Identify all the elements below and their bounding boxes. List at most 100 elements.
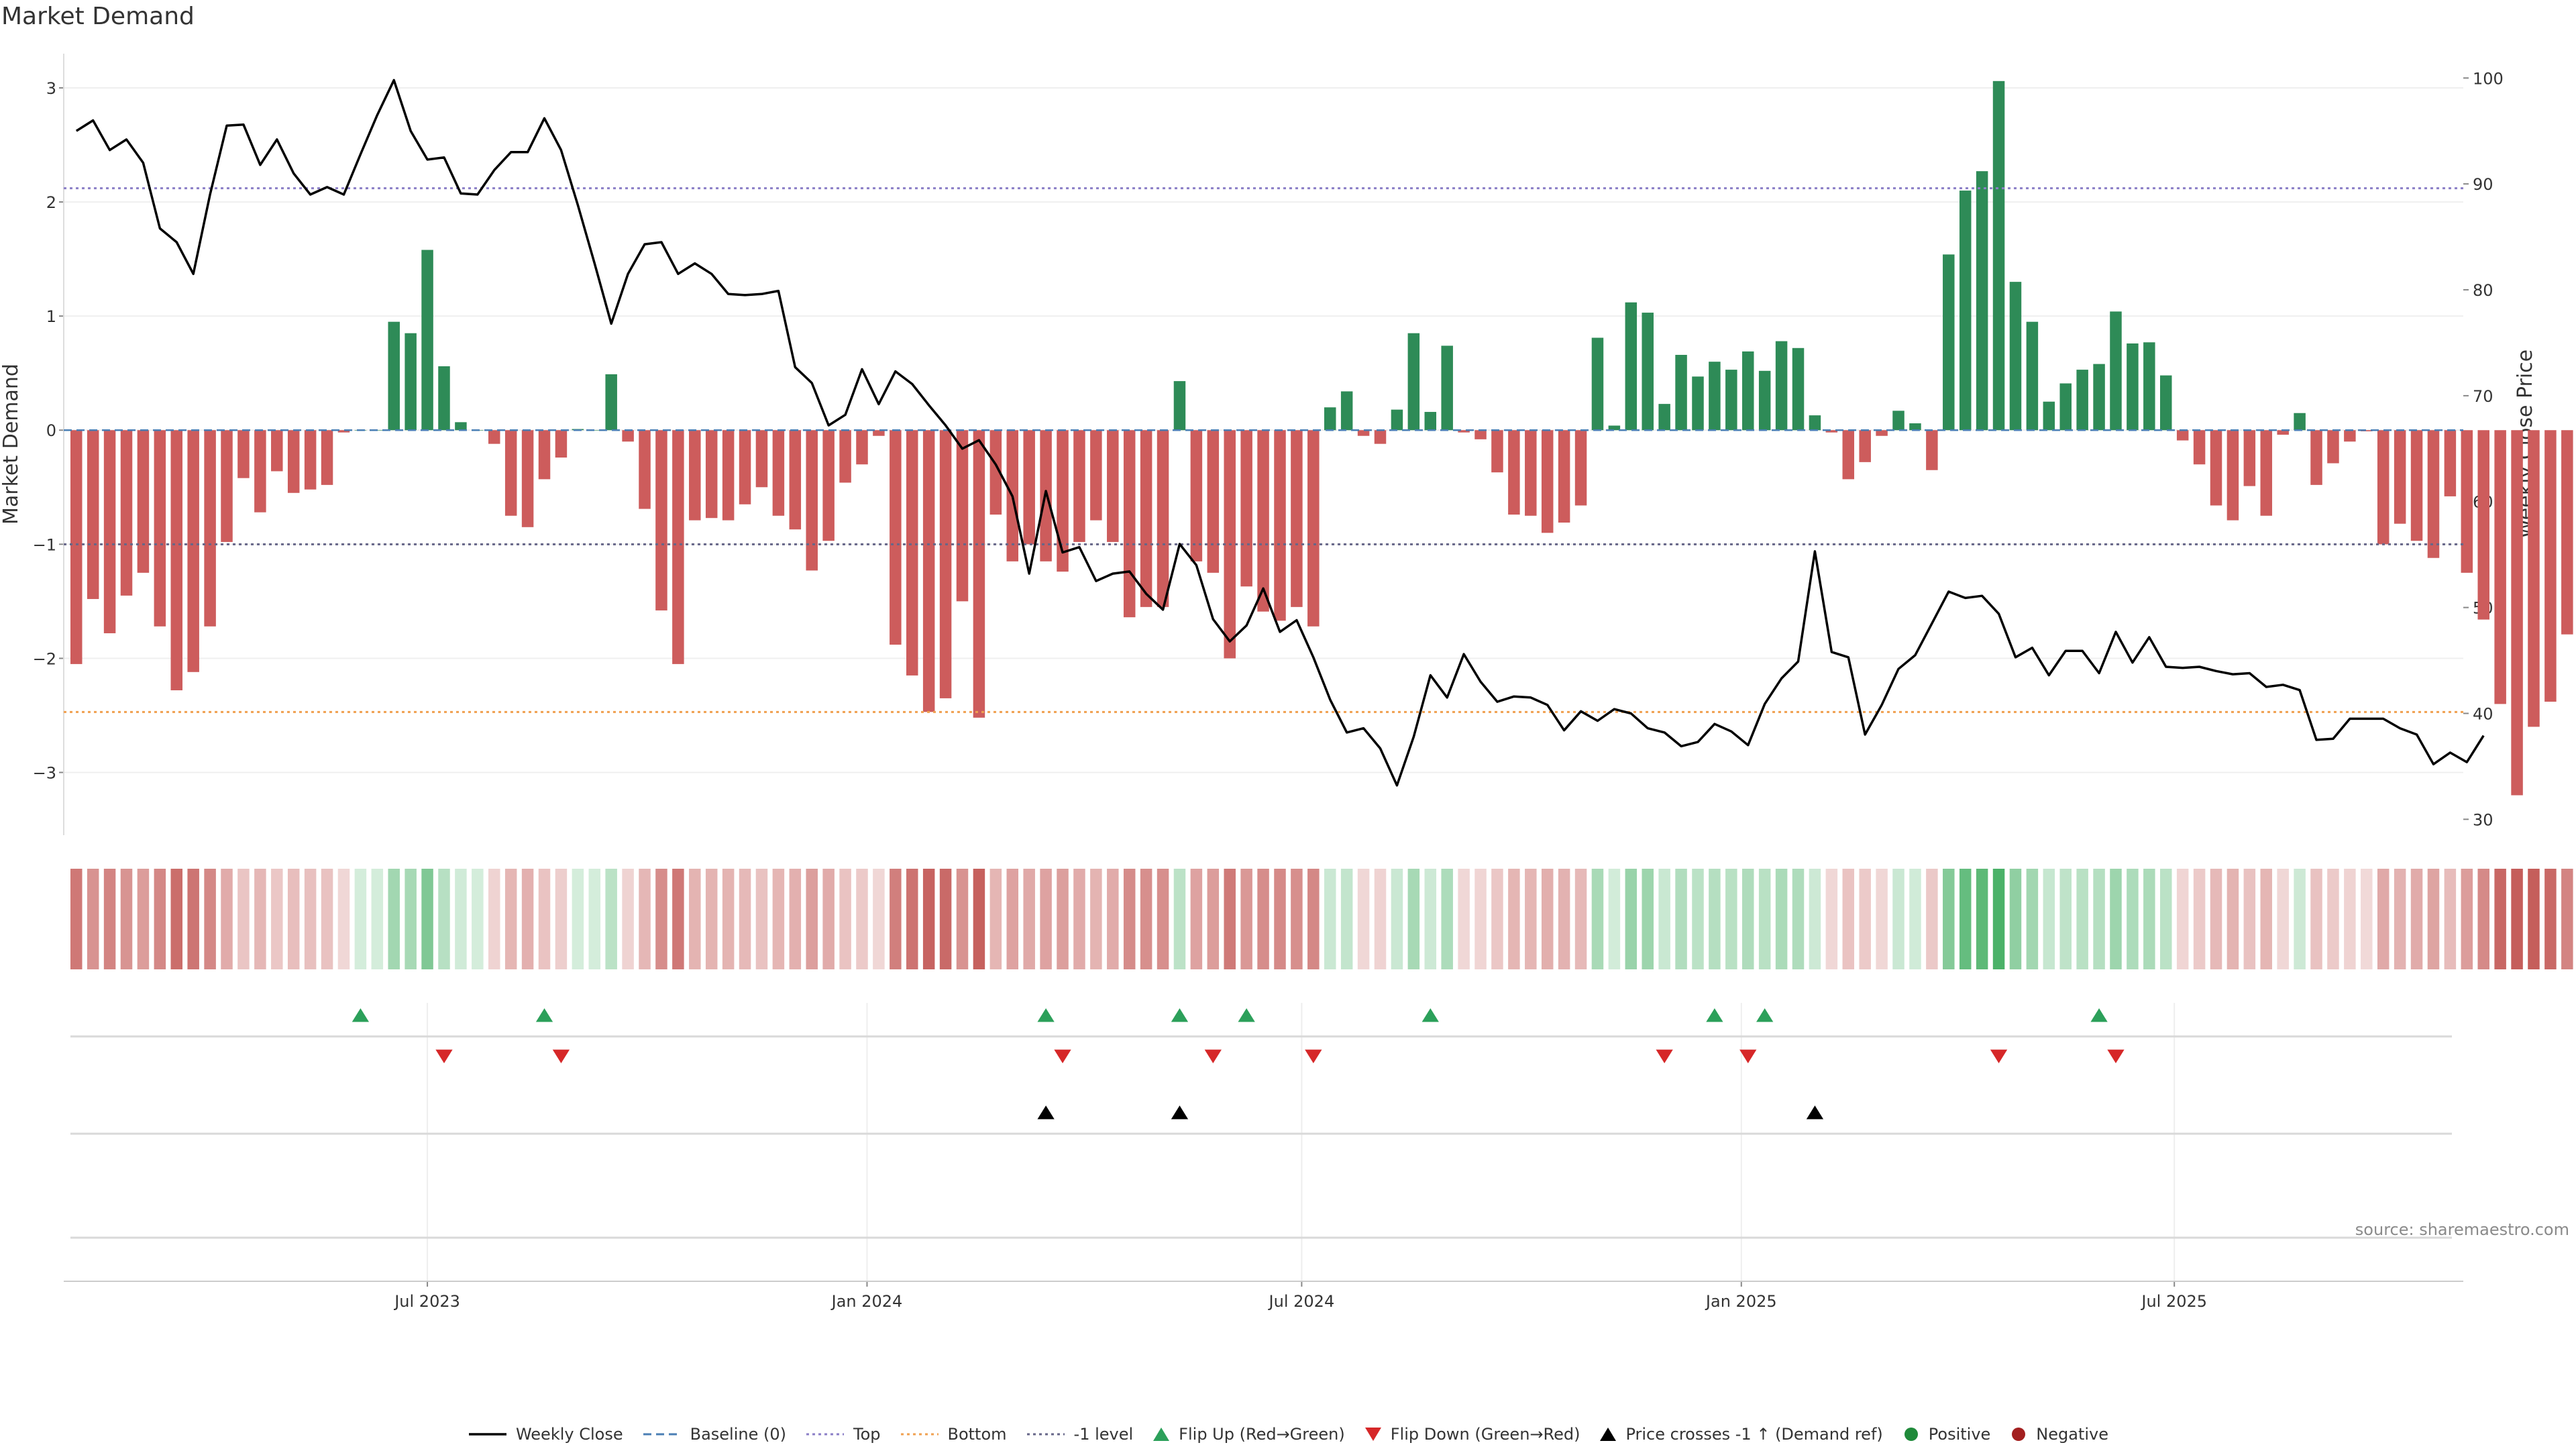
demand-bar (1424, 412, 1437, 431)
tick-label-y: 1 (46, 307, 56, 326)
heat-cell (1692, 869, 1704, 969)
heat-cell (839, 869, 851, 969)
heat-cell (1157, 869, 1169, 969)
heat-cell (538, 869, 551, 969)
heat-cell (1357, 869, 1370, 969)
legend-label: Flip Up (Red→Green) (1179, 1425, 1345, 1444)
demand-bar (722, 430, 735, 521)
heat-cell (1725, 869, 1737, 969)
heat-cell (254, 869, 266, 969)
heat-cell (1474, 869, 1487, 969)
demand-bar (1407, 333, 1420, 431)
tick-label-y: −2 (33, 649, 56, 668)
heat-cell (2277, 869, 2289, 969)
tick-label-x: Jul 2023 (393, 1292, 460, 1311)
heat-cell (588, 869, 601, 969)
heat-cell (1943, 869, 1955, 969)
heat-cell (1441, 869, 1453, 969)
heat-cell (906, 869, 918, 969)
heat-cell (388, 869, 400, 969)
heat-cell (1825, 869, 1838, 969)
heat-cell (1090, 869, 1102, 969)
demand-bar (939, 430, 952, 698)
demand-bar (1140, 430, 1152, 607)
demand-bar (906, 430, 918, 676)
heat-cell (572, 869, 584, 969)
demand-bar (839, 430, 851, 483)
heat-cell (103, 869, 116, 969)
demand-bar (2127, 343, 2139, 431)
heat-cell (1491, 869, 1503, 969)
tick-label-y: 2 (46, 193, 56, 212)
heat-cell (421, 869, 433, 969)
heat-cell (2494, 869, 2506, 969)
legend-swatch-marker (1153, 1428, 1170, 1441)
demand-bar (1073, 430, 1085, 542)
flip-down-marker (2107, 1049, 2125, 1063)
legend-item: Bottom (900, 1425, 1007, 1444)
demand-bar (1943, 254, 1955, 431)
heat-cell (2076, 869, 2088, 969)
heat-cell (1324, 869, 1336, 969)
heat-cell (1374, 869, 1387, 969)
demand-bar (405, 333, 417, 431)
heat-cell (354, 869, 367, 969)
demand-bar (755, 430, 768, 488)
legend-swatch (468, 1433, 506, 1436)
demand-bar (2327, 430, 2339, 464)
tick-label-x: Jul 2025 (2140, 1292, 2207, 1311)
demand-bar (2009, 282, 2022, 431)
demand-bar (1658, 404, 1670, 431)
demand-bar (555, 430, 568, 458)
heat-cell (1458, 869, 1470, 969)
demand-bar (87, 430, 99, 599)
legend-label: -1 level (1073, 1425, 1134, 1444)
demand-bar (1725, 370, 1737, 431)
heat-cell (137, 869, 150, 969)
heat-cell (705, 869, 718, 969)
heat-cell (371, 869, 384, 969)
heat-cell (2444, 869, 2457, 969)
heat-cell (1675, 869, 1687, 969)
demand-bar (504, 430, 517, 516)
demand-bar (321, 430, 333, 485)
chart-legend: Weekly Close Baseline (0) Top Bottom -1 leve… (0, 1421, 2576, 1448)
heat-cell (2043, 869, 2055, 969)
demand-bar (822, 430, 835, 541)
flip-up-marker (1171, 1008, 1189, 1022)
y-axis-label: Market Demand (0, 364, 23, 525)
flip-down-marker (552, 1049, 570, 1063)
tick-label-y: 0 (46, 421, 56, 440)
demand-bar (1608, 425, 1621, 431)
demand-bar (1491, 430, 1503, 473)
demand-bar (1625, 302, 1638, 431)
heat-cell (922, 869, 935, 969)
demand-bar (873, 430, 885, 436)
demand-bar (2528, 430, 2540, 727)
demand-bar (1909, 423, 1921, 431)
demand-bar (1541, 430, 1554, 533)
legend-item: Top (805, 1425, 881, 1444)
heat-cell (2327, 869, 2339, 969)
legend-label: Negative (2036, 1425, 2109, 1444)
demand-bar (1892, 411, 1904, 431)
demand-bar (622, 430, 634, 442)
demand-bar (1709, 362, 1721, 431)
demand-bar (388, 321, 400, 431)
price-cross-marker (1037, 1106, 1055, 1120)
tick-label-y2: 90 (2473, 175, 2493, 194)
heat-cell (170, 869, 183, 969)
demand-bar (2477, 430, 2489, 620)
heat-cell (2009, 869, 2022, 969)
heat-cell (689, 869, 701, 969)
legend-swatch (806, 1433, 844, 1436)
heat-cell (321, 869, 333, 969)
heat-cell (337, 869, 350, 969)
flip-down-marker (1054, 1049, 1071, 1063)
tick-label-x: Jul 2024 (1268, 1292, 1335, 1311)
demand-bar (705, 430, 718, 519)
demand-bar (2394, 430, 2406, 524)
demand-bar (2310, 430, 2322, 485)
legend-item: Flip Up (Red→Green) (1152, 1425, 1345, 1444)
